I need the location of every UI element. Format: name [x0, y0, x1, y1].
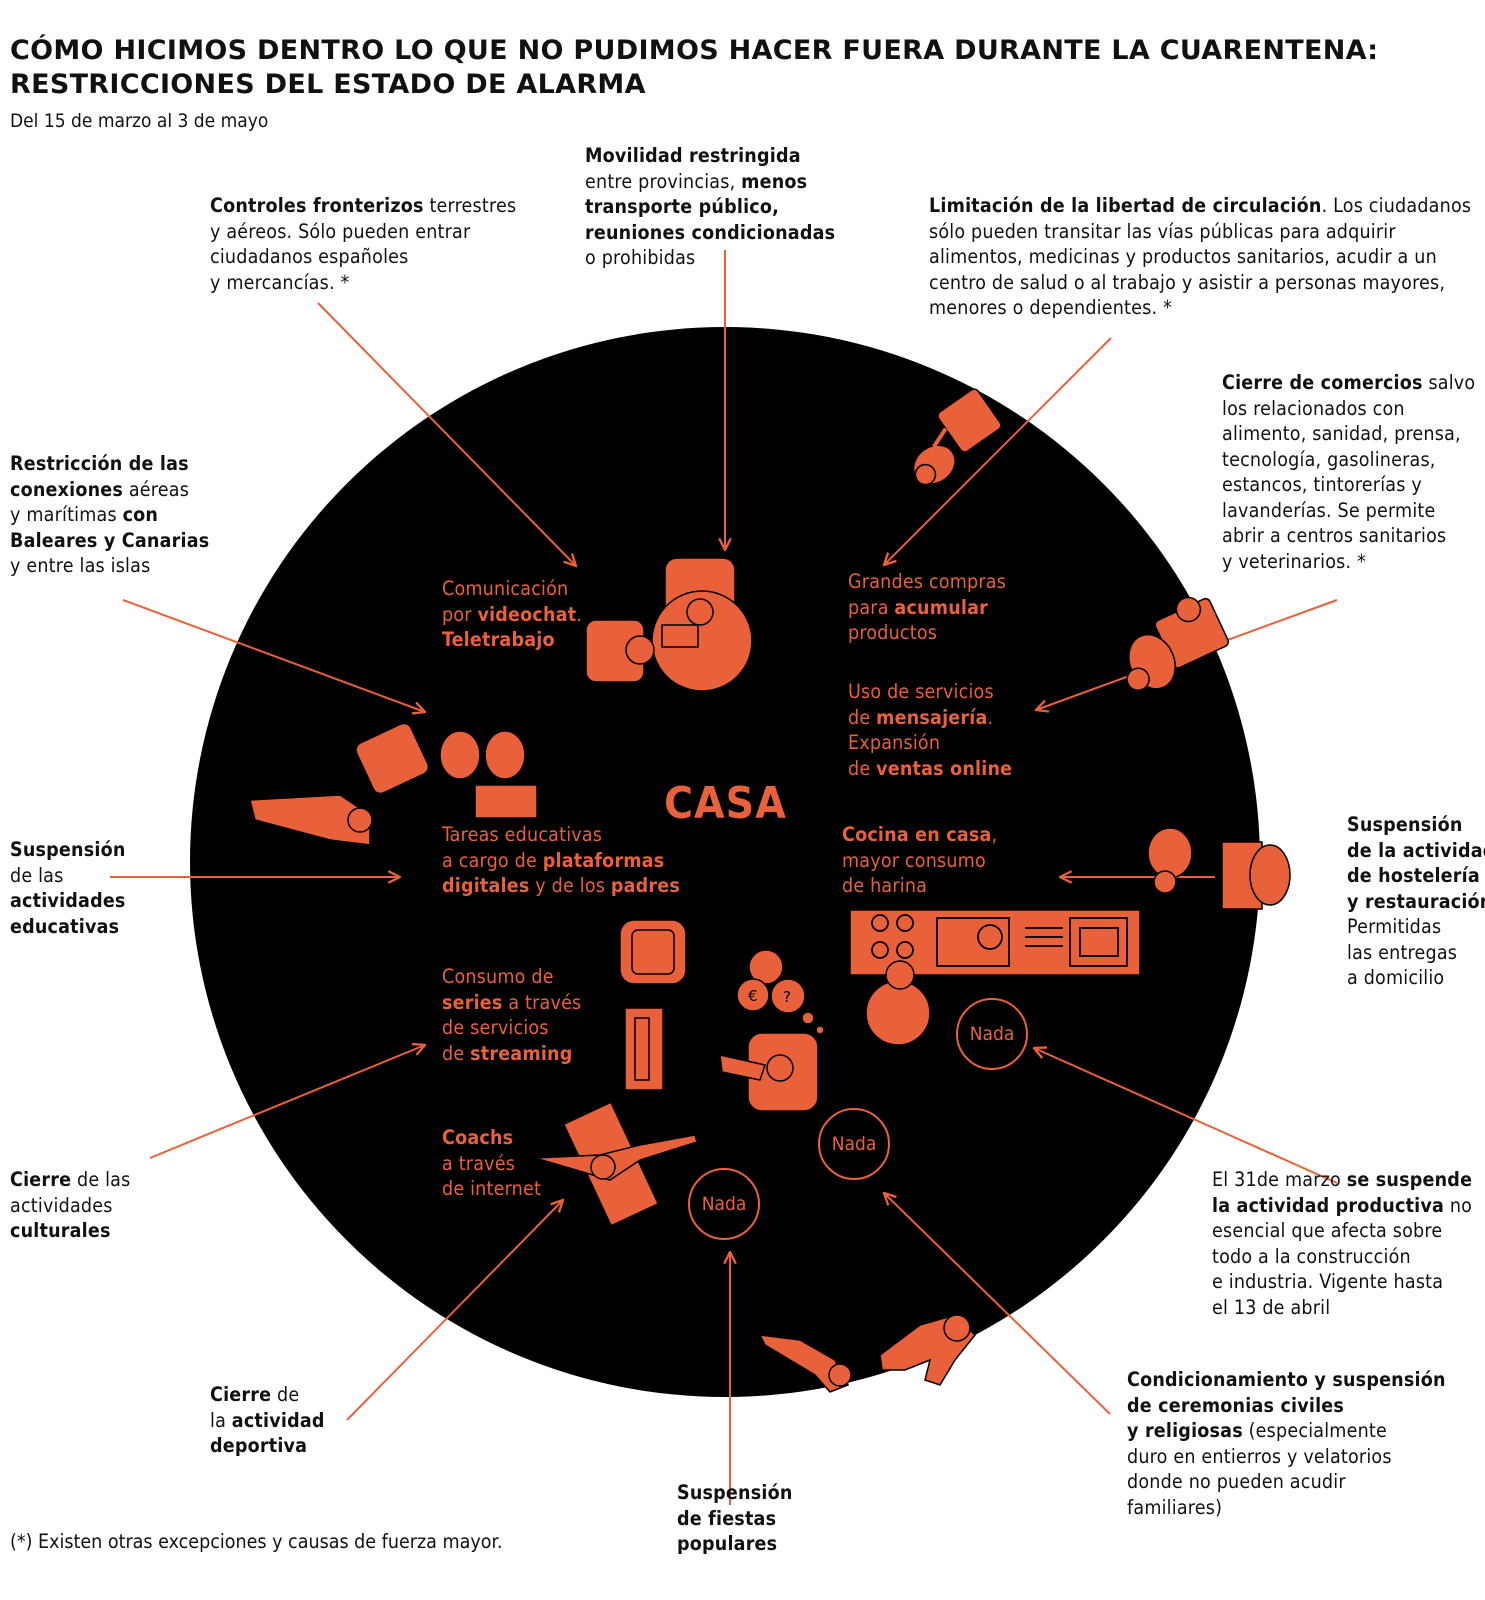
person-at-desk-icon	[585, 557, 753, 692]
footnote: (*) Existen otras excepciones y causas d…	[10, 1530, 503, 1553]
annotation-sport: Cierre de la actividad deportiva	[210, 1383, 325, 1457]
annotation-festivals: Suspensión de fiestas populares	[677, 1481, 793, 1555]
shopping-cart-icon	[912, 388, 1002, 486]
annotation-shops: Cierre de comercios salvo los relacionad…	[1222, 371, 1476, 573]
restaurant-bar-icon	[1147, 827, 1291, 910]
inner-video: Comunicación por videochat. Teletrabajo	[442, 577, 583, 651]
annotation-connections: Restricción de las conexiones aéreas y m…	[10, 452, 210, 577]
annotation-hospitality: Suspensión de la actividad de hostelería…	[1347, 813, 1485, 989]
svg-text:?: ?	[783, 988, 791, 1006]
title-line-2: RESTRICCIONES DEL ESTADO DE ALARMA	[10, 69, 646, 100]
arrow-sport	[346, 1200, 563, 1421]
exercise-mat-icon	[534, 1101, 698, 1227]
inner-cooking: Cocina en casa, mayor consumo de harina	[842, 823, 998, 897]
armchair-icon	[619, 919, 687, 985]
person-on-sofa-icon	[719, 1032, 819, 1112]
annotation-production: El 31de marzo se suspende la actividad p…	[1212, 1168, 1473, 1319]
inner-purchases: Grandes compras para acumular productos	[848, 570, 1007, 644]
tv-icon	[624, 1007, 664, 1091]
nada-circle-2: Nada	[818, 1108, 890, 1180]
annotation-mobility: Movilidad restringida entre provincias, …	[585, 144, 836, 269]
house-circle	[190, 327, 1260, 1397]
annotation-culture: Cierre de las actividades culturales	[10, 1168, 131, 1242]
arrow-connections	[122, 599, 425, 712]
inner-coaches: Coachs a través de internet	[442, 1126, 542, 1200]
arrow-ceremonies	[884, 1193, 1111, 1415]
annotation-circulation: Limitación de la libertad de circulación…	[929, 194, 1472, 319]
center-label: CASA	[664, 778, 787, 829]
subtitle: Del 15 de marzo al 3 de mayo	[10, 110, 269, 132]
inner-delivery: Uso de servicios de mensajería. Expansió…	[848, 680, 1013, 780]
nada-circle-1: Nada	[956, 998, 1028, 1070]
inner-series: Consumo de series a través de servicios …	[442, 965, 582, 1065]
annotation-border-controls: Controles fronterizos terrestres y aéreo…	[210, 194, 517, 294]
annotation-ceremonies: Condicionamiento y suspensión de ceremon…	[1127, 1368, 1446, 1519]
money-thought-icon: € ?	[736, 949, 825, 1035]
arrow-culture	[149, 1045, 425, 1159]
page-title: CÓMO HICIMOS DENTRO LO QUE NO PUDIMOS HA…	[10, 34, 1470, 102]
kitchen-stove-icon	[849, 909, 1141, 1046]
title-line-1: CÓMO HICIMOS DENTRO LO QUE NO PUDIMOS HA…	[10, 35, 1379, 66]
arrow-circulation	[884, 337, 1112, 565]
annotation-education: Suspensión de las actividades educativas	[10, 838, 126, 938]
nada-circle-3: Nada	[688, 1168, 760, 1240]
delivery-person-icon	[1126, 596, 1230, 692]
procession-people-icon	[758, 1314, 977, 1393]
svg-text:€: €	[748, 987, 758, 1005]
students-icon	[249, 722, 538, 846]
arrow-production	[1034, 1048, 1338, 1184]
inner-education: Tareas educativas a cargo de plataformas…	[442, 823, 681, 897]
arrow-border	[317, 302, 576, 566]
